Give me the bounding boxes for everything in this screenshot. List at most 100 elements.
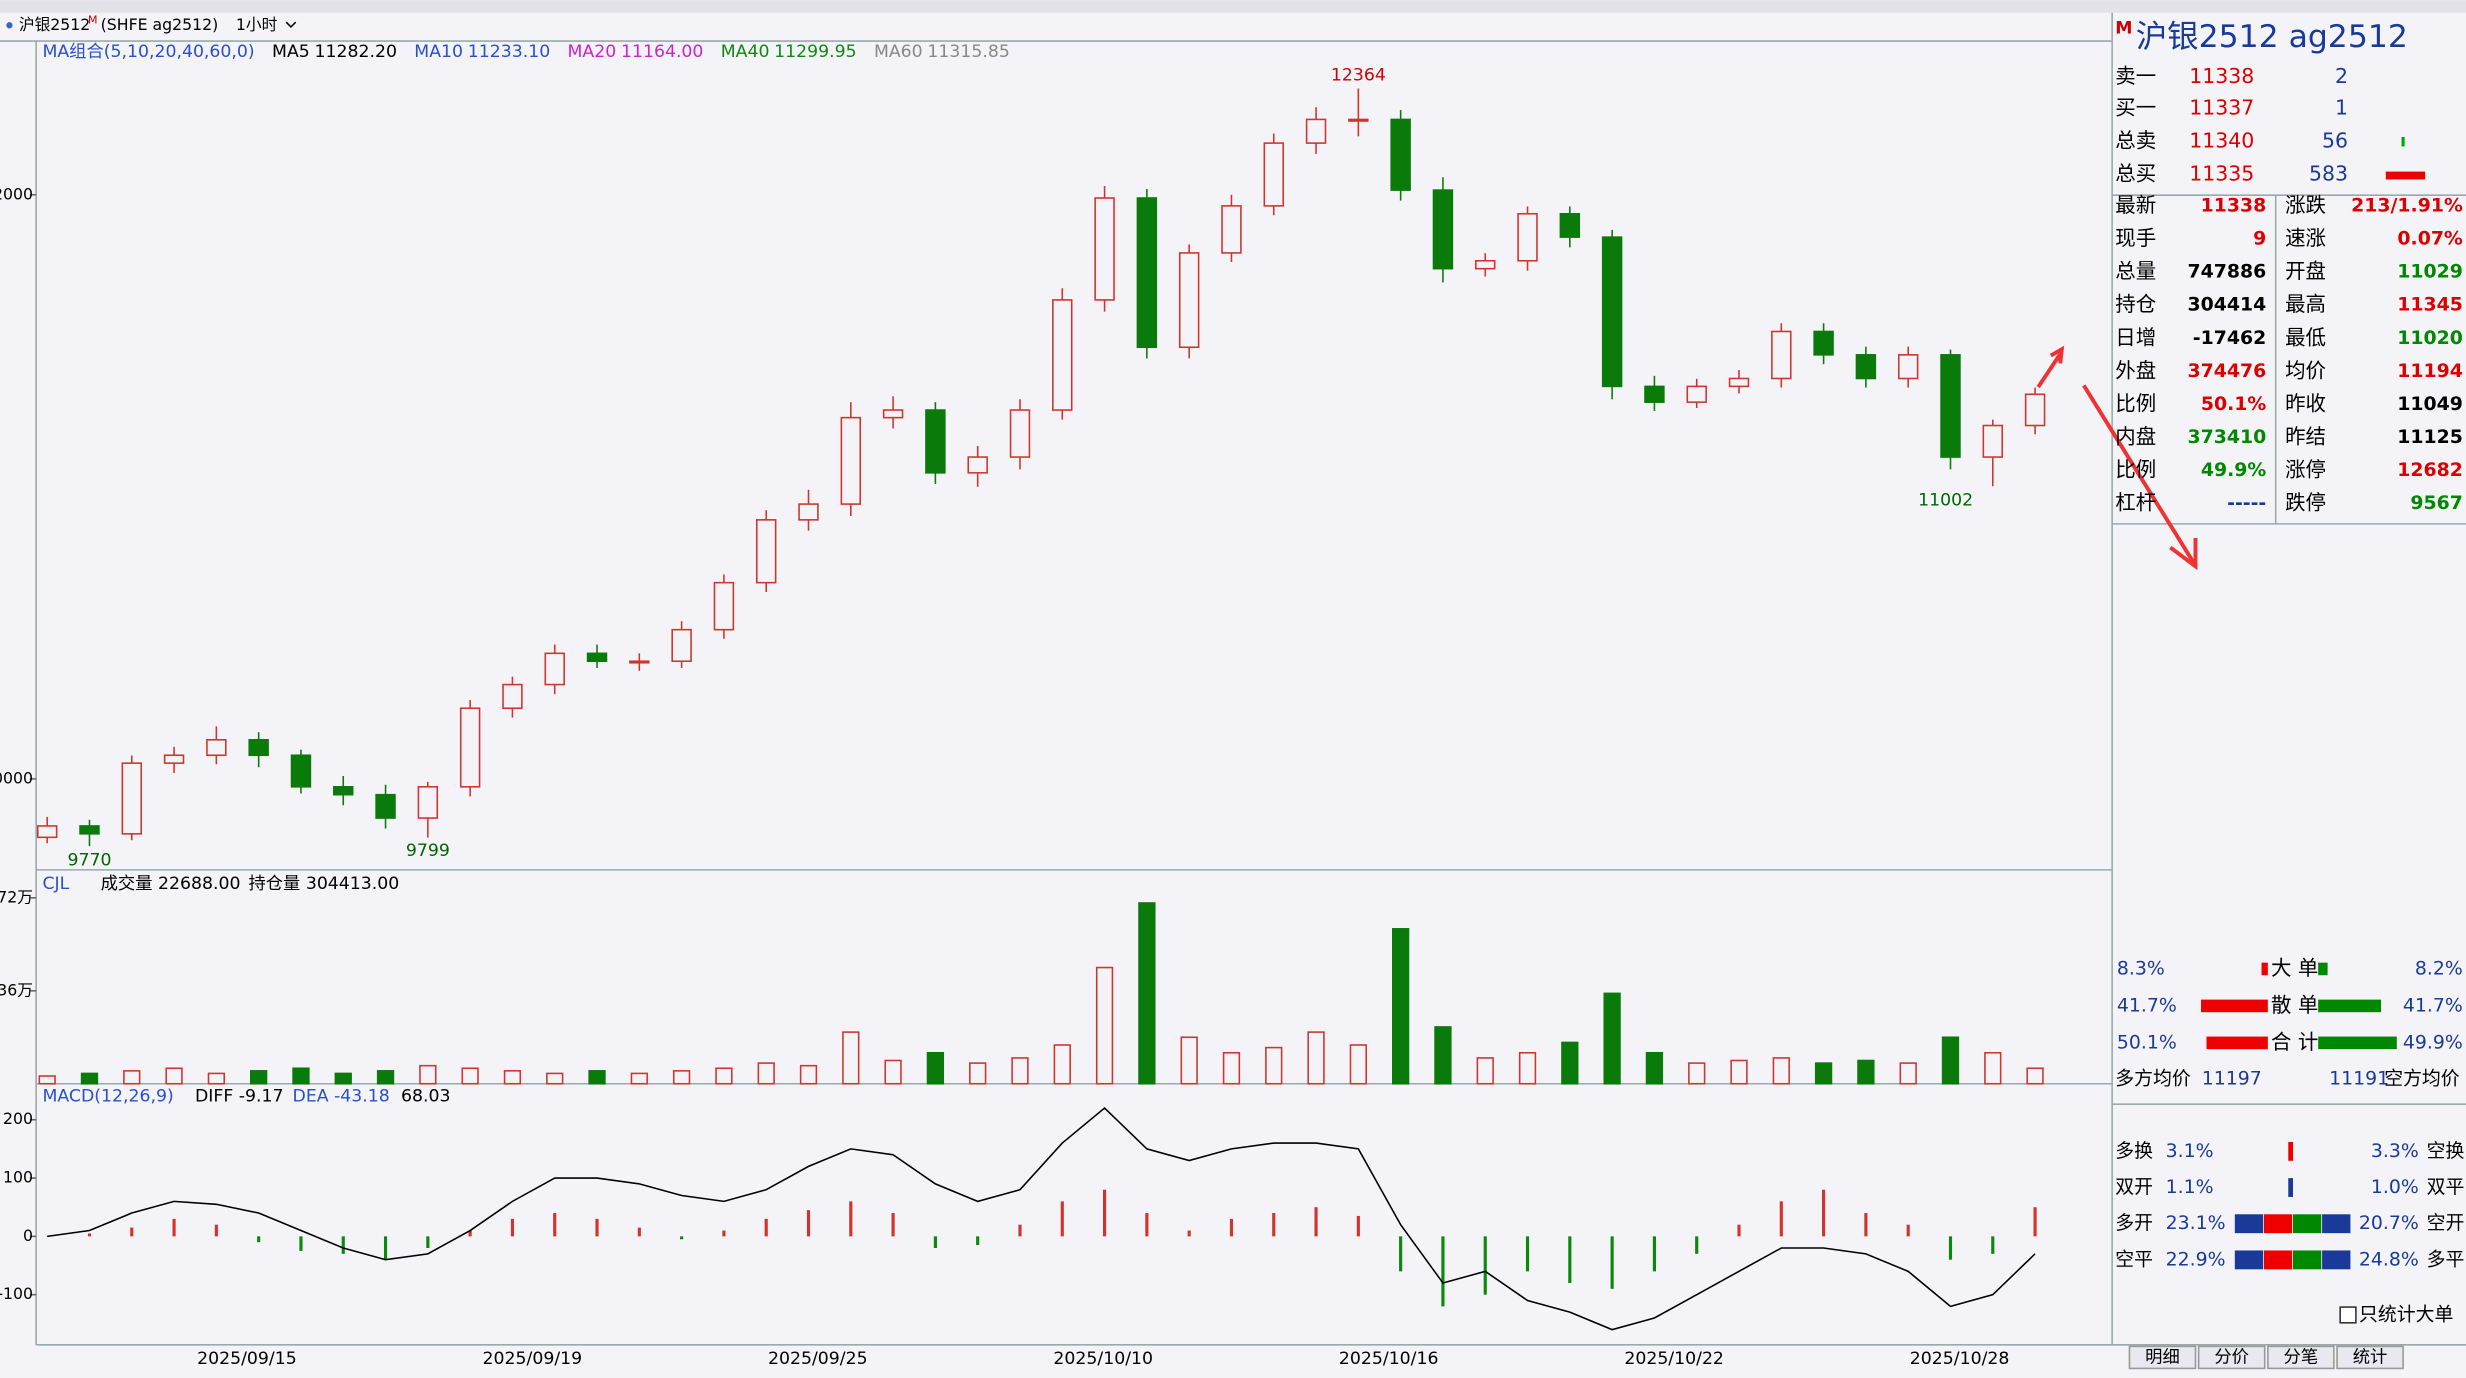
stat-value: 3.3%	[2371, 1140, 2419, 1162]
macd-diff: DIFF -9.17	[195, 1086, 284, 1106]
candle-body	[1686, 385, 1707, 403]
price-annotation: 12364	[1331, 66, 1386, 86]
bullet	[6, 22, 13, 29]
candle-body	[1094, 197, 1115, 301]
tab[interactable]	[2128, 1345, 2197, 1370]
volume-bar	[38, 1075, 56, 1085]
ma-value: 11299.95	[774, 42, 856, 62]
volume-bar	[884, 1059, 902, 1085]
checkbox[interactable]	[2339, 1306, 2357, 1324]
quote-value: 11125	[2397, 426, 2463, 448]
tab[interactable]	[2267, 1345, 2335, 1370]
quote-title: 沪银2512 ag2512	[2136, 19, 2408, 55]
quote-label: 比例	[2115, 391, 2156, 415]
volume-bar	[842, 1031, 860, 1085]
y-tick-label: 10000	[0, 768, 33, 787]
candle-body	[1813, 330, 1834, 356]
quote-label: 总量	[2115, 259, 2156, 283]
tab-label: 明细	[2145, 1347, 2180, 1367]
red-arrows	[2036, 345, 2198, 571]
volume-bar	[1307, 1031, 1325, 1085]
candle-body	[1009, 409, 1031, 458]
flow-label: 合 计	[2271, 1030, 2318, 1054]
stat-value: 1.0%	[2371, 1176, 2419, 1198]
flow-right: 49.9%	[2403, 1031, 2463, 1053]
volume-bar	[1518, 1051, 1537, 1085]
candle-body	[1644, 385, 1665, 403]
flow-label: 散 单	[2271, 993, 2318, 1017]
volume-bar	[334, 1072, 352, 1085]
candle-body	[333, 786, 354, 796]
period[interactable]: 1小时	[236, 15, 278, 34]
candle-body	[925, 409, 946, 474]
candle-body	[1897, 354, 1919, 380]
volume-bar	[1265, 1046, 1283, 1085]
stat-bar	[2234, 1250, 2264, 1270]
volume-bar	[207, 1072, 226, 1085]
x-tick-label: 2025/09/19	[483, 1349, 583, 1369]
checkbox-label: 只统计大单	[2359, 1303, 2453, 1325]
y-tick-label: 100	[3, 1168, 33, 1187]
volume-bar	[546, 1072, 564, 1085]
candle-body	[79, 825, 100, 835]
candle-body	[1178, 252, 1200, 349]
volume-bar	[1730, 1059, 1748, 1085]
quote-label: 涨停	[2285, 457, 2326, 481]
candle-body	[248, 738, 269, 757]
stat-bar	[2322, 1250, 2351, 1270]
quote-label: 内盘	[2115, 424, 2156, 448]
ma-name: MA20	[568, 42, 617, 62]
flow-green	[2318, 999, 2382, 1013]
avg-short: 空方均价	[2384, 1068, 2460, 1090]
flow-label: 大 单	[2271, 956, 2318, 980]
stat-bar	[2263, 1250, 2293, 1270]
stat-bar	[2263, 1214, 2293, 1234]
candle-body	[1940, 354, 1961, 458]
stat-label: 多换	[2115, 1140, 2153, 1162]
avg-long-value: 11197	[2202, 1068, 2262, 1090]
quote-value: 9	[2253, 228, 2266, 250]
candle-body	[755, 519, 777, 584]
candle-body	[967, 456, 988, 474]
quote-value: 0.07%	[2397, 228, 2463, 250]
quote-label: 昨收	[2285, 391, 2326, 415]
candle-body	[1601, 236, 1623, 388]
quote-label: 跌停	[2285, 490, 2326, 514]
ma-name: MA60	[874, 42, 923, 62]
candle-body	[459, 707, 481, 788]
stat-bar	[2322, 1214, 2351, 1234]
volume-bar	[1688, 1062, 1706, 1085]
stat-label: 双平	[2427, 1176, 2465, 1198]
volume-bar	[1434, 1026, 1452, 1085]
ma-value: 11282.20	[315, 42, 397, 62]
volume-bar	[1095, 966, 1114, 1085]
flow-red	[2206, 1036, 2268, 1050]
candle-body	[713, 581, 735, 631]
candle-body	[798, 503, 819, 521]
candle-body	[502, 683, 523, 710]
quote-label: 均价	[2285, 358, 2326, 382]
x-tick-label: 2025/10/28	[1910, 1349, 2010, 1369]
flow-green	[2318, 962, 2328, 976]
y-tick-label: 72万	[0, 887, 33, 906]
tab[interactable]	[2336, 1345, 2404, 1370]
y-tick-label: -100	[0, 1284, 33, 1303]
stat-value: 3.1%	[2166, 1140, 2214, 1162]
tab[interactable]	[2197, 1345, 2266, 1370]
vol-position: 持仓量 304413.00	[248, 874, 399, 894]
volume-bar	[630, 1072, 648, 1085]
candle-body	[375, 793, 396, 819]
quote-value: 304414	[2188, 294, 2267, 316]
candle-body	[2024, 393, 2046, 427]
volume-bar	[250, 1070, 268, 1085]
volume-bar	[1476, 1057, 1494, 1085]
quote-value: 11194	[2397, 360, 2463, 382]
candle-body	[1263, 142, 1284, 207]
candle-body	[1348, 118, 1369, 122]
x-tick-label: 2025/10/22	[1624, 1349, 1724, 1369]
symbol: 沪银2512	[19, 15, 90, 34]
tab-label: 分笔	[2284, 1347, 2319, 1367]
candle-body	[1305, 118, 1327, 144]
quote-label: 速涨	[2285, 226, 2326, 250]
stat-value: 24.8%	[2359, 1248, 2419, 1270]
